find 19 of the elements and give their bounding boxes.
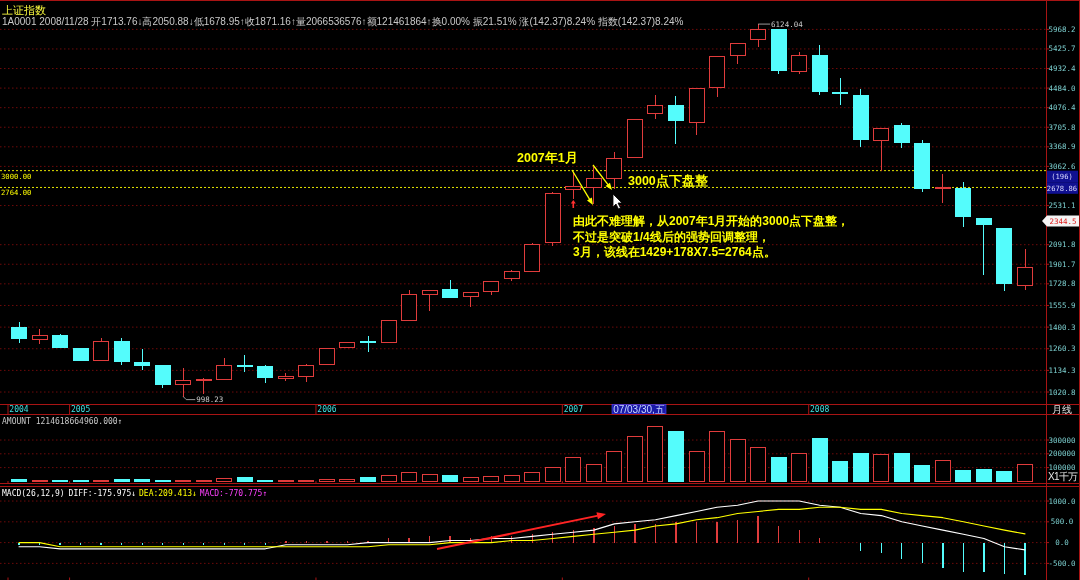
annotation: 2007年1月 [517,151,578,165]
chart-title: MACD(26,12,9) [2,488,65,498]
annotation: 3月，该线在1429+178X7.5=2764点。 [573,245,776,259]
x-tick-label: 2007 [563,405,584,414]
annotation: 不过是突破1/4线后的强势回调整理， [572,229,770,244]
text: DEA:209.413↓ [139,488,197,498]
annotation: MACD:-770.775↑ [199,488,268,498]
x-tick-label: 2005 [70,405,91,414]
text: 月线 [1052,404,1072,415]
x-tick-label: 2008 [810,405,830,414]
annotation: 由此不难理解，从2007年1月开始的3000点下盘整， [573,214,850,228]
annotation: 3000点下盘整 [628,173,708,188]
x-tick-label: 2006 [317,405,337,414]
y-axis-title: X1千万 [1048,471,1079,483]
x-tick-label: 2004 [9,405,29,414]
chart-title: AMOUNT 1214618664960.000↑ [2,416,123,426]
text: 1A0001 2008/11/28 开1713.76↓高2050.88↓低1678.95↑收1871.16↑量2066536576↑额121461864↑换0.00% 振21.51% 涨(142.37)8.24% 指数(142.37)8.24% [2,16,684,27]
text: DIFF:-175.975↓ [68,488,137,498]
chart-title: 上证指数 [2,4,46,16]
